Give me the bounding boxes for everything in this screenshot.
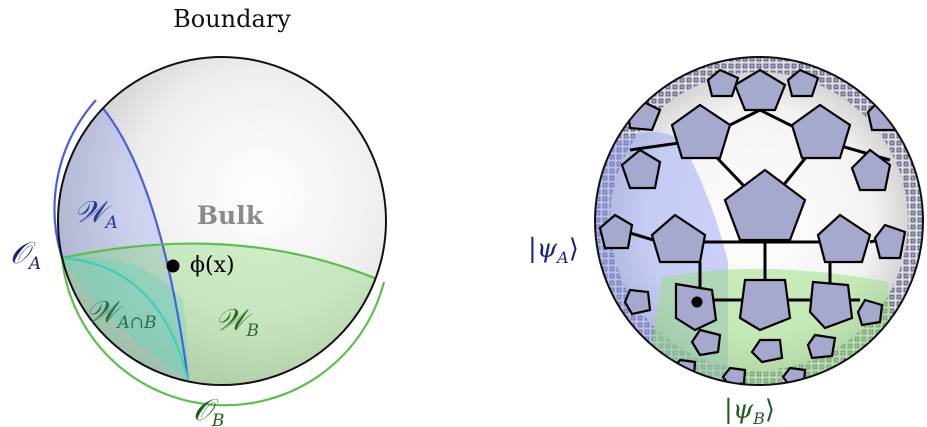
boundary-arc-b bbox=[60, 257, 386, 407]
wedge-a-region bbox=[58, 57, 188, 380]
bulk-ball bbox=[58, 57, 386, 385]
bulk-ball-diagram: Boundary Bulk ϕ(x) 𝒪A 𝒪B 𝒲A 𝒲B 𝒲A∩B bbox=[10, 5, 387, 427]
boundary-label: Boundary bbox=[173, 5, 291, 33]
operator-a-label: 𝒪A bbox=[10, 236, 41, 274]
wedge-b-edge bbox=[61, 242, 385, 284]
wedge-ab-region bbox=[62, 256, 188, 380]
network-tiles bbox=[598, 68, 907, 385]
state-a-label: |ψA⟩ bbox=[528, 234, 579, 267]
boundary-arc-a bbox=[53, 99, 97, 259]
tensor-network-diagram: |ψA⟩ |ψB⟩ bbox=[528, 56, 924, 427]
bulk-label: Bulk bbox=[197, 201, 264, 230]
bulk-point bbox=[166, 259, 180, 273]
wedge-ab-edge bbox=[61, 256, 190, 381]
tile-center bbox=[723, 168, 807, 242]
wedge-b-label: 𝒲B bbox=[215, 303, 259, 341]
operator-b-label: 𝒪B bbox=[193, 393, 224, 427]
network-point bbox=[691, 296, 703, 308]
wedge-a-edge bbox=[95, 99, 190, 381]
state-b-label: |ψB⟩ bbox=[724, 395, 775, 427]
field-label: ϕ(x) bbox=[190, 253, 235, 278]
